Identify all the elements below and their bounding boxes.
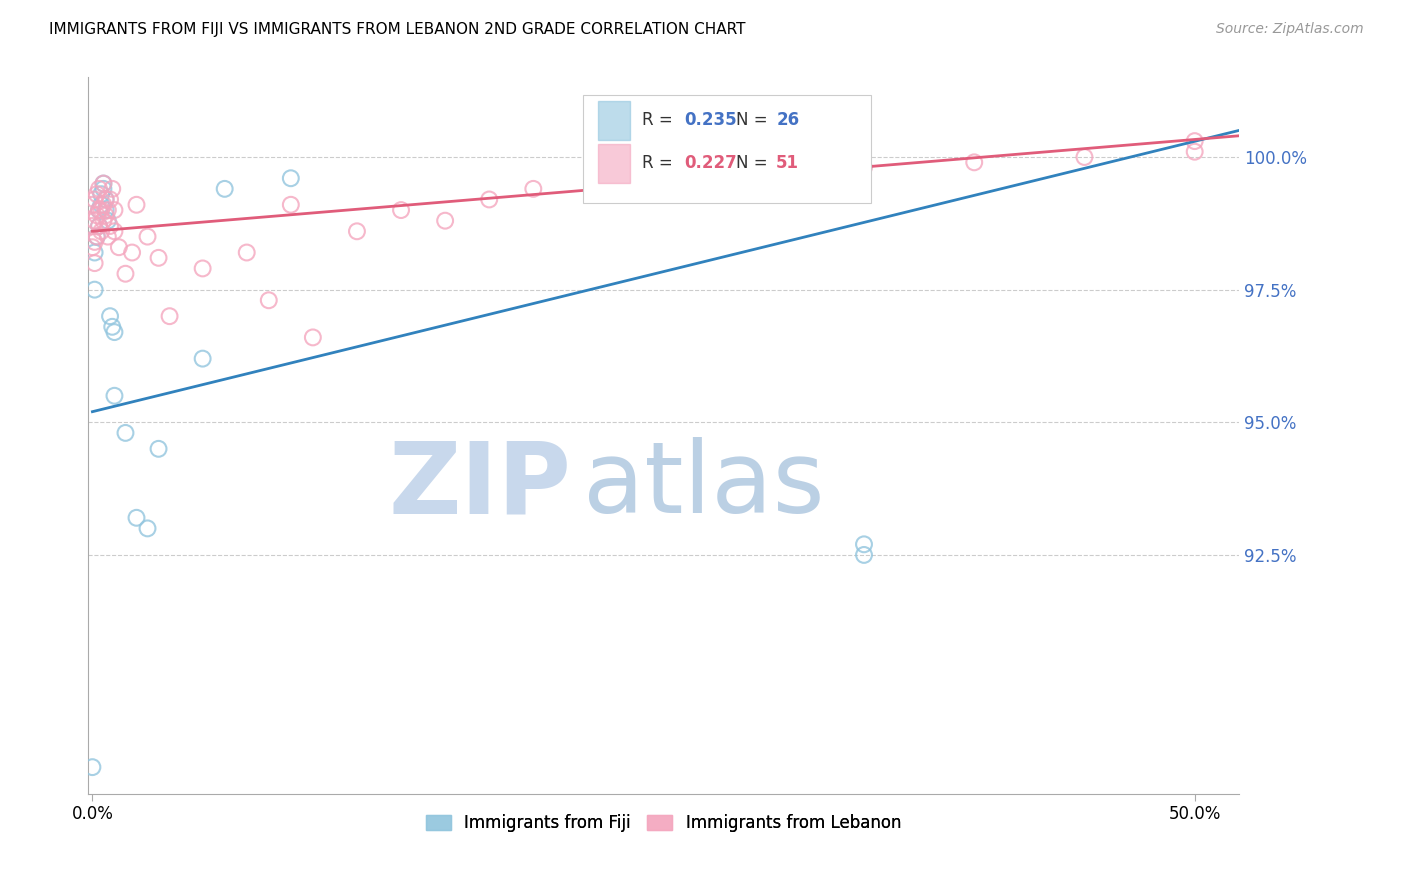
Point [86, 208, 108, 222]
Point [90, 187, 112, 202]
Point [125, 198, 148, 212]
Point [235, 245, 257, 260]
Point [214, 182, 236, 196]
Point [159, 309, 181, 323]
Point [82, 760, 104, 774]
Point [742, 166, 765, 180]
Point [103, 389, 125, 403]
Text: Source: ZipAtlas.com: Source: ZipAtlas.com [1216, 22, 1364, 37]
Point [87, 219, 110, 233]
Point [93, 177, 115, 191]
Point [94, 203, 117, 218]
Point [257, 293, 280, 308]
Point [125, 510, 148, 524]
Point [86, 187, 108, 202]
Point [83, 283, 105, 297]
Point [87, 203, 110, 218]
Point [94, 193, 117, 207]
Point [522, 182, 544, 196]
Point [280, 171, 302, 186]
Point [963, 155, 986, 169]
Point [103, 224, 125, 238]
Text: 0.235: 0.235 [685, 112, 737, 129]
Text: R =: R = [641, 154, 678, 172]
Point [191, 351, 214, 366]
Point [82, 198, 104, 212]
Point [389, 203, 412, 218]
Point [82, 240, 104, 254]
Point [478, 193, 501, 207]
Point [83, 213, 105, 227]
Point [1073, 150, 1095, 164]
Text: atlas: atlas [583, 437, 824, 534]
Point [114, 425, 136, 440]
Point [1184, 134, 1206, 148]
Text: 26: 26 [776, 112, 799, 129]
Point [98, 309, 121, 323]
Text: R =: R = [641, 112, 678, 129]
Point [633, 171, 655, 186]
Point [101, 319, 124, 334]
FancyBboxPatch shape [598, 144, 630, 184]
Point [434, 213, 457, 227]
Point [87, 219, 110, 233]
Point [94, 193, 117, 207]
Point [83, 256, 105, 270]
Point [93, 177, 115, 191]
Point [121, 245, 143, 260]
Point [83, 245, 105, 260]
Point [87, 203, 110, 218]
Point [94, 208, 117, 222]
Point [103, 325, 125, 339]
Point [86, 229, 108, 244]
Point [90, 224, 112, 238]
Point [82, 219, 104, 233]
Point [97, 229, 120, 244]
Point [93, 198, 115, 212]
FancyBboxPatch shape [598, 101, 630, 140]
Text: 0.227: 0.227 [685, 154, 737, 172]
Point [87, 182, 110, 196]
Point [302, 330, 325, 344]
Point [93, 182, 115, 196]
Point [83, 235, 105, 249]
Point [1184, 145, 1206, 159]
Point [136, 521, 159, 535]
Text: N =: N = [735, 154, 773, 172]
Point [98, 193, 121, 207]
Text: N =: N = [735, 112, 773, 129]
Text: IMMIGRANTS FROM FIJI VS IMMIGRANTS FROM LEBANON 2ND GRADE CORRELATION CHART: IMMIGRANTS FROM FIJI VS IMMIGRANTS FROM … [49, 22, 745, 37]
Point [136, 229, 159, 244]
Legend: Immigrants from Fiji, Immigrants from Lebanon: Immigrants from Fiji, Immigrants from Le… [419, 808, 908, 839]
Point [83, 193, 105, 207]
Point [280, 198, 302, 212]
Point [90, 198, 112, 212]
Point [191, 261, 214, 276]
Point [346, 224, 368, 238]
Point [853, 537, 876, 551]
Point [108, 240, 131, 254]
Point [90, 203, 112, 218]
Point [86, 229, 108, 244]
Point [114, 267, 136, 281]
Point [853, 161, 876, 175]
Text: ZIP: ZIP [388, 437, 571, 534]
Point [853, 548, 876, 562]
Text: 51: 51 [776, 154, 799, 172]
Point [103, 203, 125, 218]
Point [148, 251, 170, 265]
Point [93, 213, 115, 227]
Point [98, 219, 121, 233]
FancyBboxPatch shape [583, 95, 870, 202]
Point [97, 213, 120, 227]
Point [148, 442, 170, 456]
Point [101, 182, 124, 196]
Point [97, 203, 120, 218]
